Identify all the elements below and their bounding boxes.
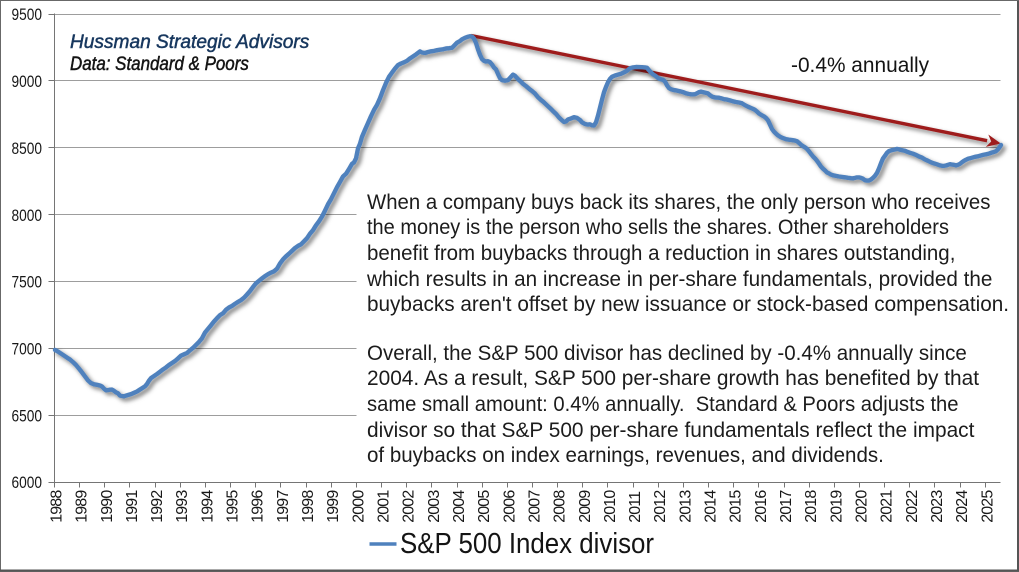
svg-text:2007: 2007 bbox=[526, 490, 543, 523]
svg-text:1996: 1996 bbox=[250, 490, 267, 523]
svg-text:6500: 6500 bbox=[12, 407, 43, 425]
svg-text:2003: 2003 bbox=[426, 490, 443, 523]
svg-text:7500: 7500 bbox=[12, 274, 43, 292]
svg-text:1992: 1992 bbox=[149, 490, 166, 523]
svg-text:1999: 1999 bbox=[325, 490, 342, 523]
svg-text:2022: 2022 bbox=[904, 490, 921, 523]
svg-text:2010: 2010 bbox=[602, 490, 619, 523]
svg-text:1997: 1997 bbox=[275, 490, 292, 523]
svg-text:2025: 2025 bbox=[979, 490, 996, 523]
svg-text:6000: 6000 bbox=[12, 474, 43, 492]
svg-text:2019: 2019 bbox=[828, 490, 845, 523]
svg-text:2011: 2011 bbox=[627, 491, 644, 523]
svg-text:2015: 2015 bbox=[728, 490, 745, 523]
svg-text:1989: 1989 bbox=[74, 490, 91, 523]
svg-text:2017: 2017 bbox=[778, 490, 795, 523]
svg-text:2008: 2008 bbox=[552, 490, 569, 523]
svg-text:2024: 2024 bbox=[954, 490, 971, 523]
svg-text:1995: 1995 bbox=[225, 490, 242, 523]
svg-text:2000: 2000 bbox=[350, 490, 367, 523]
svg-text:2016: 2016 bbox=[753, 490, 770, 523]
svg-text:1988: 1988 bbox=[48, 490, 65, 523]
svg-text:2023: 2023 bbox=[929, 490, 946, 523]
svg-text:1994: 1994 bbox=[199, 490, 216, 523]
svg-text:7000: 7000 bbox=[12, 340, 43, 358]
svg-text:1991: 1991 bbox=[124, 490, 141, 523]
svg-text:2009: 2009 bbox=[577, 490, 594, 523]
svg-text:1990: 1990 bbox=[99, 490, 116, 523]
svg-text:2001: 2001 bbox=[375, 490, 392, 523]
svg-text:2014: 2014 bbox=[703, 490, 720, 523]
svg-text:2005: 2005 bbox=[476, 490, 493, 523]
svg-text:1998: 1998 bbox=[300, 490, 317, 523]
svg-text:9000: 9000 bbox=[12, 73, 43, 91]
svg-text:2020: 2020 bbox=[853, 490, 870, 523]
svg-text:1993: 1993 bbox=[174, 490, 191, 523]
svg-text:2012: 2012 bbox=[652, 490, 669, 523]
svg-text:2002: 2002 bbox=[401, 490, 418, 523]
svg-text:9500: 9500 bbox=[12, 6, 43, 24]
svg-text:2021: 2021 bbox=[879, 490, 896, 523]
svg-text:8000: 8000 bbox=[12, 207, 43, 225]
svg-text:2018: 2018 bbox=[803, 490, 820, 523]
svg-text:2006: 2006 bbox=[501, 490, 518, 523]
svg-text:2013: 2013 bbox=[677, 490, 694, 523]
svg-text:8500: 8500 bbox=[12, 140, 43, 158]
svg-text:2004: 2004 bbox=[451, 490, 468, 523]
